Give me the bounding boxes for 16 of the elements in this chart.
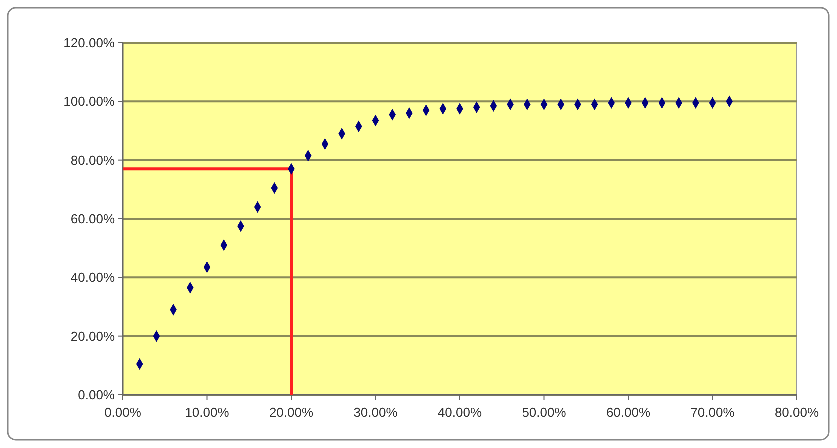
- y-tick-label: 80.00%: [70, 152, 116, 168]
- x-tick-label: 60.00%: [606, 405, 651, 420]
- x-tick-label: 0.00%: [104, 405, 142, 420]
- x-tick-label: 50.00%: [522, 405, 567, 420]
- x-tick-label: 10.00%: [185, 405, 230, 420]
- y-tick-label: 40.00%: [70, 270, 116, 286]
- y-tick-label: 20.00%: [70, 328, 116, 344]
- y-tick-label: 120.00%: [64, 36, 116, 51]
- x-tick-label: 20.00%: [269, 405, 314, 420]
- y-tick-label: 60.00%: [70, 212, 116, 227]
- y-tick-label: 100.00%: [64, 94, 116, 110]
- x-tick-label: 30.00%: [354, 405, 398, 420]
- y-tick-label: 0.00%: [78, 388, 116, 403]
- x-tick-label: 70.00%: [690, 405, 736, 420]
- x-tick-label: 40.00%: [438, 405, 482, 420]
- x-tick-label: 80.00%: [774, 405, 820, 420]
